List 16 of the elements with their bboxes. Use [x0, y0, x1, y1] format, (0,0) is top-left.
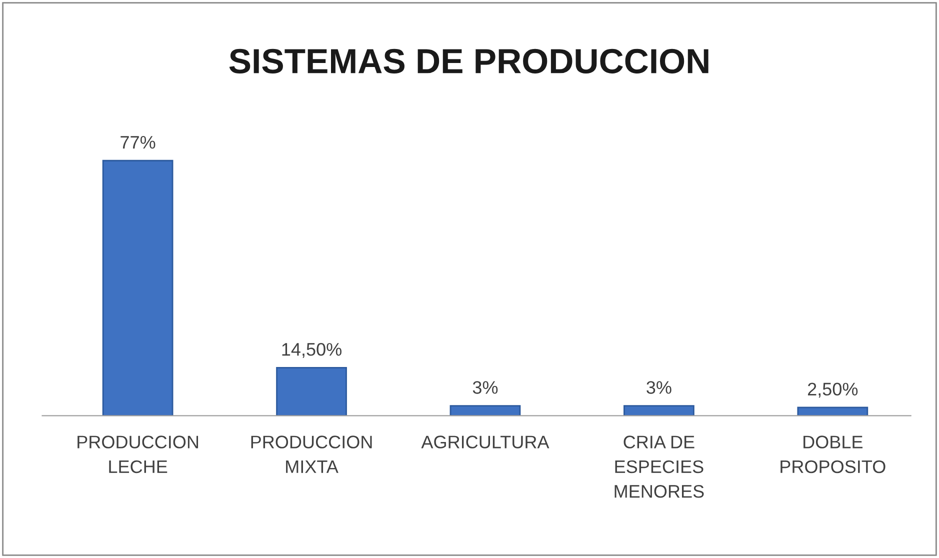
- x-tick-label: PRODUCCION MIXTA: [251, 436, 372, 473]
- bar: [624, 405, 694, 416]
- x-tick-label: PRODUCCION LECHE: [78, 436, 198, 474]
- x-tick-label: DOBLE PROPOSITO: [780, 436, 886, 474]
- data-label: 77%: [120, 136, 156, 149]
- chart-title: SISTEMAS DE PRODUCCION: [229, 48, 708, 74]
- bar: [797, 406, 868, 416]
- bar: [102, 160, 174, 416]
- x-tick-label: CRIA DE ESPECIES MENORES: [614, 436, 704, 498]
- data-label: 3%: [472, 381, 498, 394]
- data-label: 3%: [646, 381, 672, 394]
- data-label: 14,50%: [282, 342, 342, 358]
- x-tick-label: AGRICULTURA: [421, 436, 550, 448]
- bar: [276, 366, 347, 416]
- bar: [450, 405, 521, 416]
- data-label: 2,50%: [808, 382, 858, 398]
